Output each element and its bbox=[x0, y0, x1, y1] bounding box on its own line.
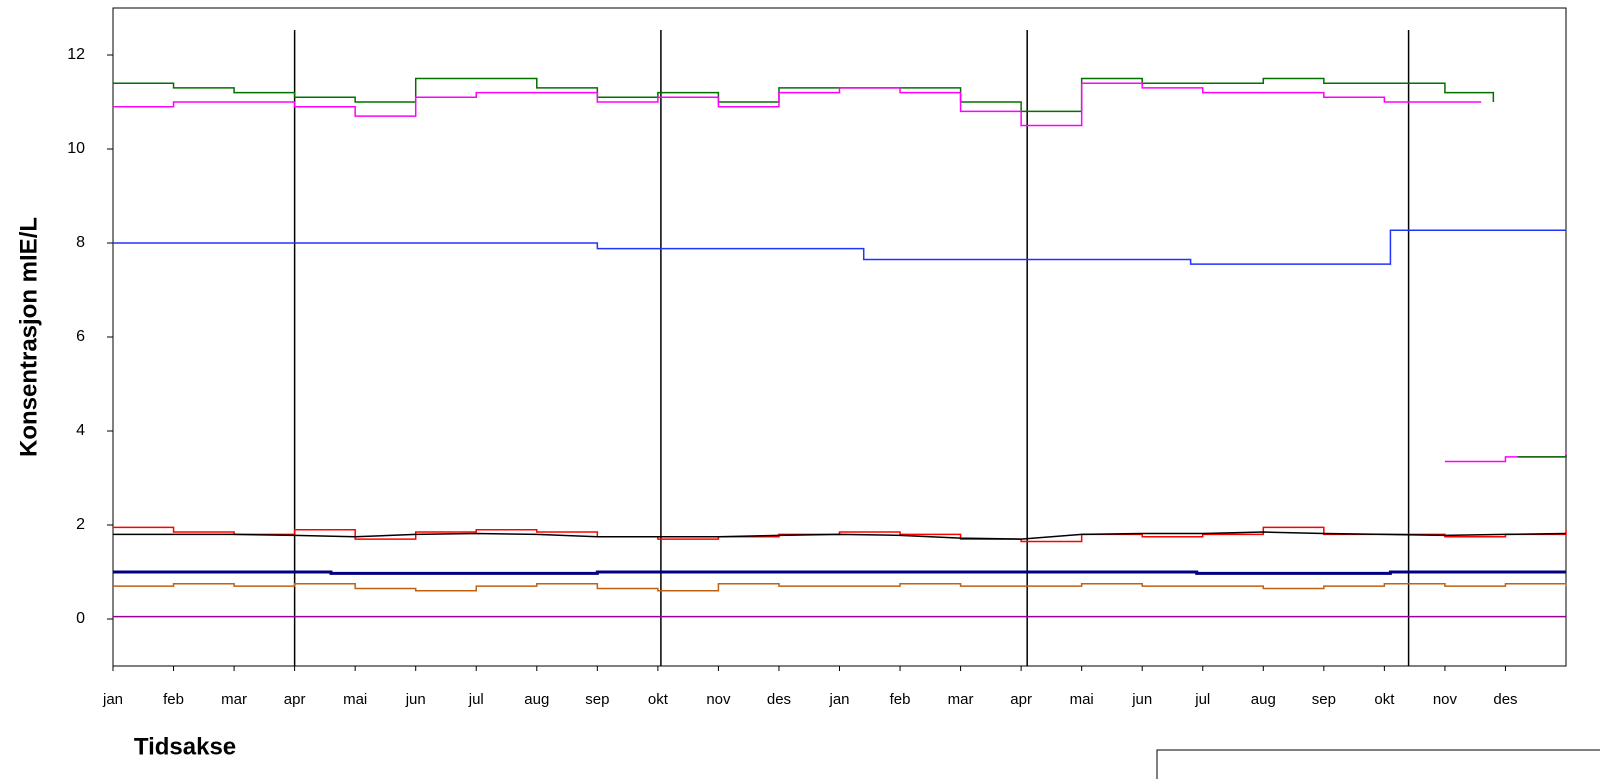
x-tick-label: jul bbox=[1194, 691, 1210, 708]
data-line bbox=[1517, 454, 1567, 458]
x-tick-label: okt bbox=[1374, 691, 1395, 708]
x-tick-label: sep bbox=[1312, 691, 1336, 708]
x-tick-label: jan bbox=[102, 691, 123, 708]
x-tick-label: apr bbox=[1010, 691, 1032, 708]
x-tick-label: mar bbox=[948, 691, 974, 708]
x-tick-label: feb bbox=[890, 691, 911, 708]
y-tick-label: 8 bbox=[76, 234, 85, 251]
x-axis-title: Tidsakse bbox=[134, 733, 236, 760]
x-tick-label: apr bbox=[284, 691, 306, 708]
data-line bbox=[113, 531, 1567, 540]
y-tick-label: 12 bbox=[67, 46, 85, 63]
y-tick-label: 2 bbox=[76, 516, 85, 533]
x-tick-label: des bbox=[1493, 691, 1517, 708]
x-tick-label: okt bbox=[648, 691, 669, 708]
y-tick-label: 10 bbox=[67, 140, 85, 157]
data-line bbox=[113, 82, 1482, 127]
x-tick-label: jun bbox=[1131, 691, 1152, 708]
x-tick-label: aug bbox=[524, 691, 549, 708]
x-tick-label: des bbox=[767, 691, 791, 708]
data-line bbox=[113, 570, 1566, 575]
x-tick-label: aug bbox=[1251, 691, 1276, 708]
x-tick-label: mar bbox=[221, 691, 247, 708]
y-tick-label: 4 bbox=[76, 422, 85, 439]
y-tick-label: 0 bbox=[76, 610, 85, 627]
data-line bbox=[113, 583, 1567, 592]
y-tick-label: 6 bbox=[76, 328, 85, 345]
legend-box bbox=[1156, 749, 1600, 784]
x-tick-label: mai bbox=[1070, 691, 1094, 708]
x-tick-label: jul bbox=[468, 691, 484, 708]
x-tick-label: jun bbox=[405, 691, 426, 708]
y-axis-title: Konsentrasjon mIE/L bbox=[15, 217, 42, 457]
x-tick-label: feb bbox=[163, 691, 184, 708]
x-tick-label: sep bbox=[585, 691, 609, 708]
x-tick-label: nov bbox=[706, 691, 731, 708]
x-tick-label: mai bbox=[343, 691, 367, 708]
x-tick-label: nov bbox=[1433, 691, 1458, 708]
data-line bbox=[113, 229, 1566, 265]
data-line bbox=[113, 526, 1567, 543]
x-tick-label: jan bbox=[828, 691, 849, 708]
